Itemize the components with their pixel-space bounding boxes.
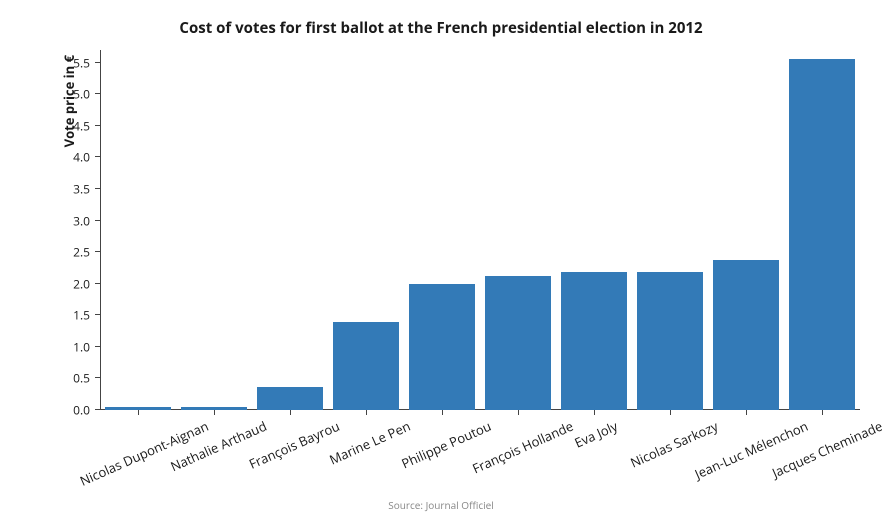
y-tick-label: 0.5: [73, 370, 100, 387]
y-tick-mark: [95, 93, 100, 94]
y-tick-label: 1.5: [73, 307, 100, 324]
y-tick-label: 3.5: [73, 180, 100, 197]
y-tick-label: 0.0: [73, 402, 100, 419]
bar-slot: [708, 50, 784, 410]
bar-slot: [328, 50, 404, 410]
bar-slot: [100, 50, 176, 410]
y-tick-mark: [95, 346, 100, 347]
x-label-slot: Marine Le Pen: [328, 410, 404, 500]
x-label-slot: Eva Joly: [556, 410, 632, 500]
y-tick-label: 2.0: [73, 275, 100, 292]
y-tick-label: 4.5: [73, 117, 100, 134]
x-label-slot: Nicolas Sarkozy: [632, 410, 708, 500]
bar: [713, 260, 778, 410]
bar: [789, 59, 854, 410]
y-tick-mark: [95, 125, 100, 126]
bar-slot: [252, 50, 328, 410]
bar-slot: [480, 50, 556, 410]
bar: [409, 284, 474, 410]
y-tick-mark: [95, 314, 100, 315]
x-labels-container: Nicolas Dupont-AignanNathalie ArthaudFra…: [100, 410, 860, 500]
x-tick-mark: [138, 410, 139, 415]
bars-container: [100, 50, 860, 410]
y-tick-label: 3.0: [73, 212, 100, 229]
x-tick-mark: [594, 410, 595, 415]
x-label-slot: François Hollande: [480, 410, 556, 500]
x-tick-mark: [366, 410, 367, 415]
x-tick-label: Eva Joly: [572, 417, 621, 452]
y-tick-mark: [95, 377, 100, 378]
y-tick-label: 4.0: [73, 149, 100, 166]
bar: [637, 272, 702, 410]
x-tick-mark: [822, 410, 823, 415]
source-citation: Source: Journal Officiel: [0, 498, 882, 512]
bar-slot: [176, 50, 252, 410]
bar: [333, 322, 398, 410]
x-label-slot: Nicolas Dupont-Aignan: [100, 410, 176, 500]
y-tick-mark: [95, 62, 100, 63]
x-tick-mark: [214, 410, 215, 415]
x-tick-label: Jacques Cheminade: [769, 417, 882, 482]
x-tick-mark: [290, 410, 291, 415]
x-label-slot: Nathalie Arthaud: [176, 410, 252, 500]
bar-slot: [784, 50, 860, 410]
y-tick-mark: [95, 283, 100, 284]
bar: [257, 387, 322, 410]
bar-slot: [632, 50, 708, 410]
y-tick-mark: [95, 156, 100, 157]
x-label-slot: Jacques Cheminade: [784, 410, 860, 500]
bar-slot: [404, 50, 480, 410]
x-tick-mark: [746, 410, 747, 415]
x-tick-mark: [518, 410, 519, 415]
y-tick-mark: [95, 251, 100, 252]
x-tick-mark: [670, 410, 671, 415]
y-tick-mark: [95, 188, 100, 189]
chart-title: Cost of votes for first ballot at the Fr…: [0, 18, 882, 38]
x-label-slot: Jean-Luc Mélenchon: [708, 410, 784, 500]
y-tick-label: 5.0: [73, 86, 100, 103]
x-label-slot: François Bayrou: [252, 410, 328, 500]
plot-area: 0.00.51.01.52.02.53.03.54.04.55.05.5: [100, 50, 860, 410]
bar-slot: [556, 50, 632, 410]
y-tick-mark: [95, 220, 100, 221]
y-tick-label: 2.5: [73, 244, 100, 261]
y-tick-label: 5.5: [73, 54, 100, 71]
y-tick-label: 1.0: [73, 338, 100, 355]
x-tick-mark: [442, 410, 443, 415]
bar: [485, 276, 550, 410]
x-label-slot: Philippe Poutou: [404, 410, 480, 500]
bar: [561, 272, 626, 410]
